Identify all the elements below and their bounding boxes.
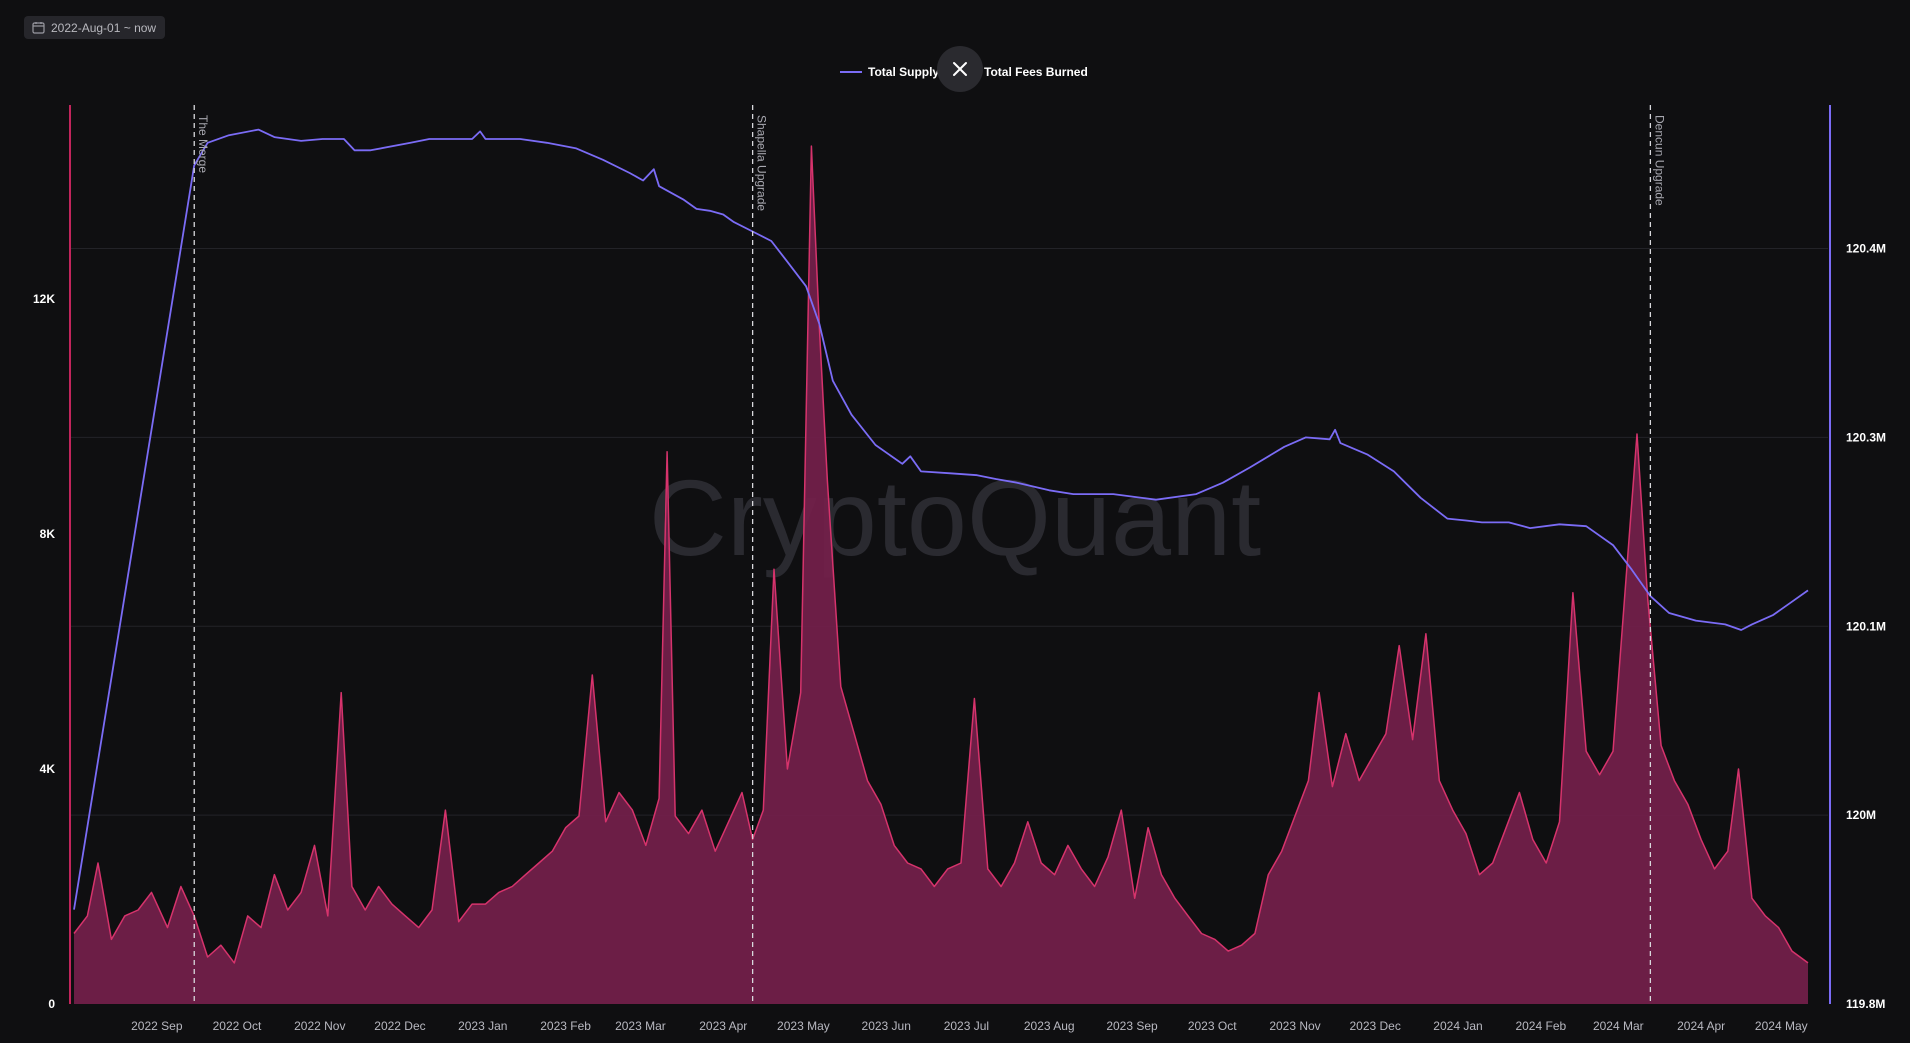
event-markers: The Merge Shapella Upgrade Dencun Upgrade xyxy=(193,105,1666,1004)
x-tick-label: 2023 Jul xyxy=(944,1019,989,1033)
y-left-tick-label: 0 xyxy=(48,997,55,1011)
x-tick-label: 2023 Mar xyxy=(615,1019,666,1033)
y-left-tick-label: 4K xyxy=(40,762,56,776)
event-marker-label: Shapella Upgrade xyxy=(755,115,769,211)
x-tick-label: 2023 Jun xyxy=(862,1019,911,1033)
grid-lines xyxy=(70,248,1828,816)
date-range-label: 2022-Aug-01 ~ now xyxy=(51,20,157,35)
total-supply-series xyxy=(73,128,1809,910)
x-tick-label: 2023 Sep xyxy=(1106,1019,1158,1033)
y-left-tick-label: 8K xyxy=(40,527,56,541)
event-marker-label: The Merge xyxy=(196,115,210,173)
fees-burned-series xyxy=(73,145,1809,1005)
x-tick-label: 2022 Oct xyxy=(213,1019,262,1033)
x-tick-label: 2022 Nov xyxy=(294,1019,345,1033)
x-tick-label: 2022 Dec xyxy=(374,1019,425,1033)
total-supply-line xyxy=(73,128,1809,910)
x-tick-label: 2023 Jan xyxy=(458,1019,507,1033)
x-tick-label: 2022 Sep xyxy=(131,1019,183,1033)
x-tick-label: 2024 Mar xyxy=(1593,1019,1644,1033)
close-button[interactable] xyxy=(937,46,983,92)
x-tick-label: 2023 Oct xyxy=(1188,1019,1237,1033)
fees-burned-area xyxy=(74,146,1808,1005)
y-left-tick-label: 12K xyxy=(33,292,55,306)
legend-label-total-supply: Total Supply xyxy=(868,65,940,79)
y-right-tick-label: 120M xyxy=(1846,808,1876,822)
y-right-tick-label: 120.3M xyxy=(1846,430,1886,444)
x-tick-label: 2023 May xyxy=(777,1019,830,1033)
x-tick-label: 2024 Feb xyxy=(1515,1019,1566,1033)
y-right-tick-label: 119.8M xyxy=(1846,997,1885,1011)
event-marker-label: Dencun Upgrade xyxy=(1652,115,1666,206)
y-right-tick-label: 120.1M xyxy=(1846,619,1886,633)
legend-item-total-supply[interactable]: Total Supply xyxy=(840,65,939,79)
x-tick-label: 2024 May xyxy=(1755,1019,1808,1033)
x-tick-label: 2024 Apr xyxy=(1677,1019,1725,1033)
legend-label-total-fees-burned: Total Fees Burned xyxy=(984,65,1088,79)
x-tick-label: 2023 Apr xyxy=(699,1019,747,1033)
axes: 0 4K 8K 12K 119.8M 120M 120.1M 120.3M 120.4M 2022… xyxy=(33,105,1886,1033)
x-tick-label: 2023 Feb xyxy=(540,1019,591,1033)
y-right-tick-label: 120.4M xyxy=(1846,242,1886,256)
legend-item-total-fees-burned[interactable]: Total Fees Burned xyxy=(984,65,1088,79)
date-range-picker[interactable]: 2022-Aug-01 ~ now xyxy=(24,16,166,39)
chart-legend: Total Supply Total Fees Burned xyxy=(0,58,1910,86)
fees-burned-line xyxy=(73,145,1809,964)
x-tick-label: 2023 Aug xyxy=(1024,1019,1075,1033)
x-tick-label: 2024 Jan xyxy=(1433,1019,1482,1033)
watermark: CryptoQuant xyxy=(649,457,1261,578)
calendar-icon xyxy=(32,22,45,34)
x-tick-label: 2023 Nov xyxy=(1269,1019,1320,1033)
x-tick-label: 2023 Dec xyxy=(1349,1019,1400,1033)
close-icon xyxy=(953,62,967,76)
legend-swatch-total-supply xyxy=(840,71,862,73)
